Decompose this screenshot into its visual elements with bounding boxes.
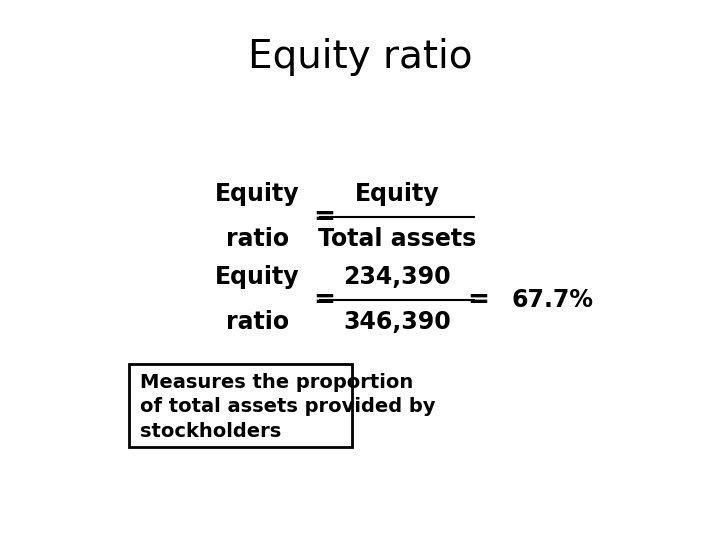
FancyBboxPatch shape: [129, 364, 352, 447]
Text: 67.7%: 67.7%: [511, 288, 593, 312]
Text: Equity: Equity: [215, 265, 300, 289]
Text: 346,390: 346,390: [343, 310, 451, 334]
Text: ratio: ratio: [226, 227, 289, 251]
Text: Equity: Equity: [215, 182, 300, 206]
Text: Total assets: Total assets: [318, 227, 476, 251]
Text: 234,390: 234,390: [343, 265, 451, 289]
Text: =: =: [313, 204, 336, 230]
Text: =: =: [467, 287, 489, 313]
Text: ratio: ratio: [226, 310, 289, 334]
Text: Equity ratio: Equity ratio: [248, 38, 472, 76]
Text: Measures the proportion: Measures the proportion: [140, 373, 413, 393]
Text: stockholders: stockholders: [140, 422, 282, 441]
Text: of total assets provided by: of total assets provided by: [140, 397, 436, 416]
Text: =: =: [313, 287, 336, 313]
Text: Equity: Equity: [354, 182, 439, 206]
